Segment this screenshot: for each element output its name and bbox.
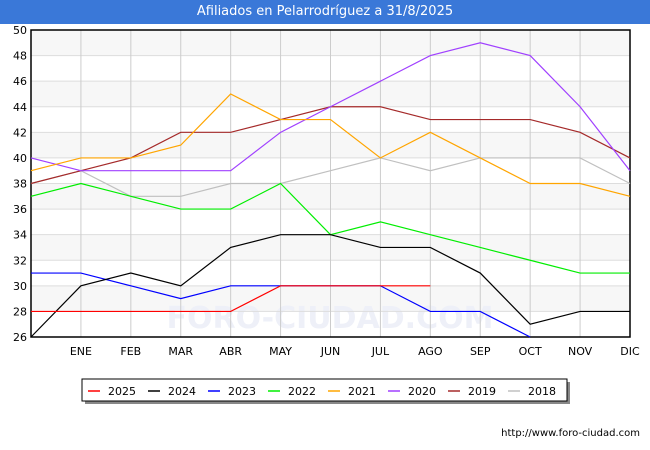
- series-line-2020: [30, 42, 631, 172]
- legend-label: 2019: [468, 385, 496, 398]
- y-tick-label: 50: [13, 24, 27, 37]
- y-tick-label: 46: [13, 75, 27, 88]
- x-tick-label: JUN: [320, 345, 341, 358]
- x-tick-label: FEB: [120, 345, 141, 358]
- y-tick-label: 28: [13, 305, 27, 318]
- y-tick-label: 32: [13, 254, 27, 267]
- x-tick-label: OCT: [519, 345, 542, 358]
- y-tick-label: 42: [13, 126, 27, 139]
- y-tick-label: 40: [13, 152, 27, 165]
- chart-title: Afiliados en Pelarrodríguez a 31/8/2025: [0, 0, 650, 24]
- y-tick-label: 48: [13, 50, 27, 63]
- x-tick-label: ABR: [219, 345, 242, 358]
- x-tick-label: MAY: [269, 345, 292, 358]
- y-tick-label: 30: [13, 280, 27, 293]
- legend-label: 2022: [288, 385, 316, 398]
- y-tick-label: 36: [13, 203, 27, 216]
- legend-label: 2021: [348, 385, 376, 398]
- x-tick-label: MAR: [168, 345, 193, 358]
- legend-label: 2025: [108, 385, 136, 398]
- y-tick-label: 38: [13, 178, 27, 191]
- series-line-2024: [30, 234, 630, 338]
- legend-box: [81, 378, 568, 402]
- source-url[interactable]: http://www.foro-ciudad.com: [501, 428, 640, 439]
- x-tick-label: ENE: [70, 345, 92, 358]
- legend-label: 2023: [228, 385, 256, 398]
- x-tick-label: SEP: [470, 345, 491, 358]
- y-tick-label: 26: [13, 331, 27, 344]
- x-tick-label: DIC: [620, 345, 640, 358]
- y-tick-label: 44: [13, 101, 27, 114]
- x-tick-label: JUL: [371, 345, 390, 358]
- y-tick-label: 34: [13, 229, 27, 242]
- legend-label: 2024: [168, 385, 196, 398]
- legend-label: 2018: [528, 385, 556, 398]
- series-line-2021: [30, 93, 631, 197]
- series-line-2025: [31, 285, 431, 313]
- legend-label: 2020: [408, 385, 436, 398]
- x-tick-label: AGO: [418, 345, 443, 358]
- x-tick-label: NOV: [568, 345, 593, 358]
